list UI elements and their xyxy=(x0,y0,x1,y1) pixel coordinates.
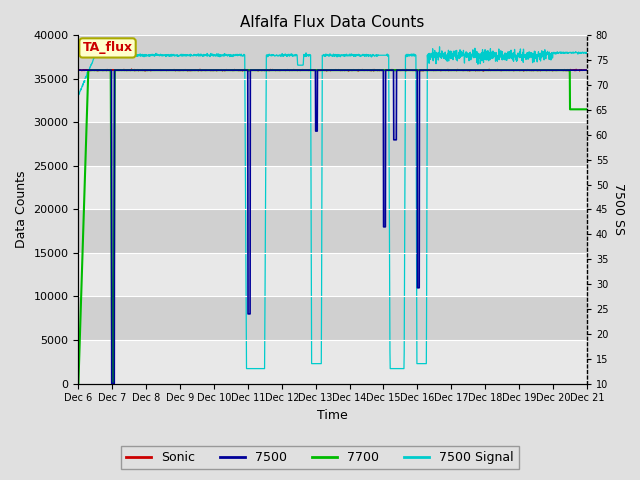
Title: Alfalfa Flux Data Counts: Alfalfa Flux Data Counts xyxy=(241,15,425,30)
Bar xyxy=(79,253,587,297)
Y-axis label: 7500 SS: 7500 SS xyxy=(612,183,625,235)
Bar xyxy=(79,340,587,384)
Bar xyxy=(79,166,587,209)
Bar xyxy=(79,209,587,253)
Bar xyxy=(79,122,587,166)
Text: TA_flux: TA_flux xyxy=(83,41,132,54)
Bar xyxy=(79,297,587,340)
Bar xyxy=(79,36,587,79)
Y-axis label: Data Counts: Data Counts xyxy=(15,171,28,248)
X-axis label: Time: Time xyxy=(317,409,348,422)
Bar xyxy=(79,79,587,122)
Legend: Sonic, 7500, 7700, 7500 Signal: Sonic, 7500, 7700, 7500 Signal xyxy=(121,446,519,469)
